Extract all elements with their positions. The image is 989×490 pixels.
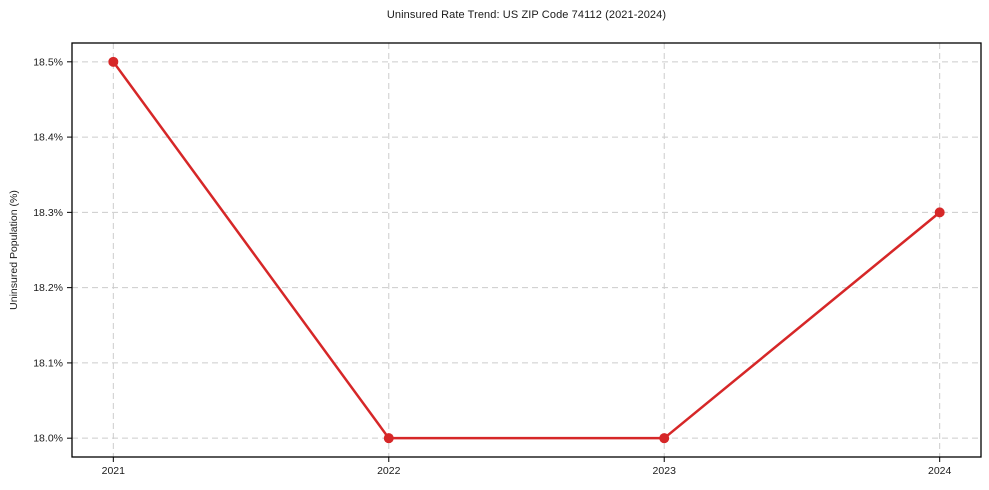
- x-tick-label: 2024: [928, 465, 952, 477]
- y-tick-label: 18.1%: [33, 357, 63, 369]
- x-tick-label: 2021: [102, 465, 126, 477]
- y-tick-label: 18.0%: [33, 433, 63, 445]
- y-tick-label: 18.3%: [33, 207, 63, 219]
- plot-frame: [71, 42, 982, 458]
- data-point-marker: [659, 433, 670, 444]
- chart-title: Uninsured Rate Trend: US ZIP Code 74112 …: [386, 9, 667, 21]
- data-point-marker: [383, 433, 394, 444]
- data-point-marker: [108, 56, 119, 67]
- x-tick-label: 2022: [377, 465, 401, 477]
- trend-line: [112, 61, 941, 440]
- data-point-marker: [934, 207, 945, 218]
- x-tick-label: 2023: [653, 465, 677, 477]
- y-tick-label: 18.5%: [33, 56, 63, 68]
- y-tick-label: 18.2%: [33, 282, 63, 294]
- y-tick-label: 18.4%: [33, 132, 63, 144]
